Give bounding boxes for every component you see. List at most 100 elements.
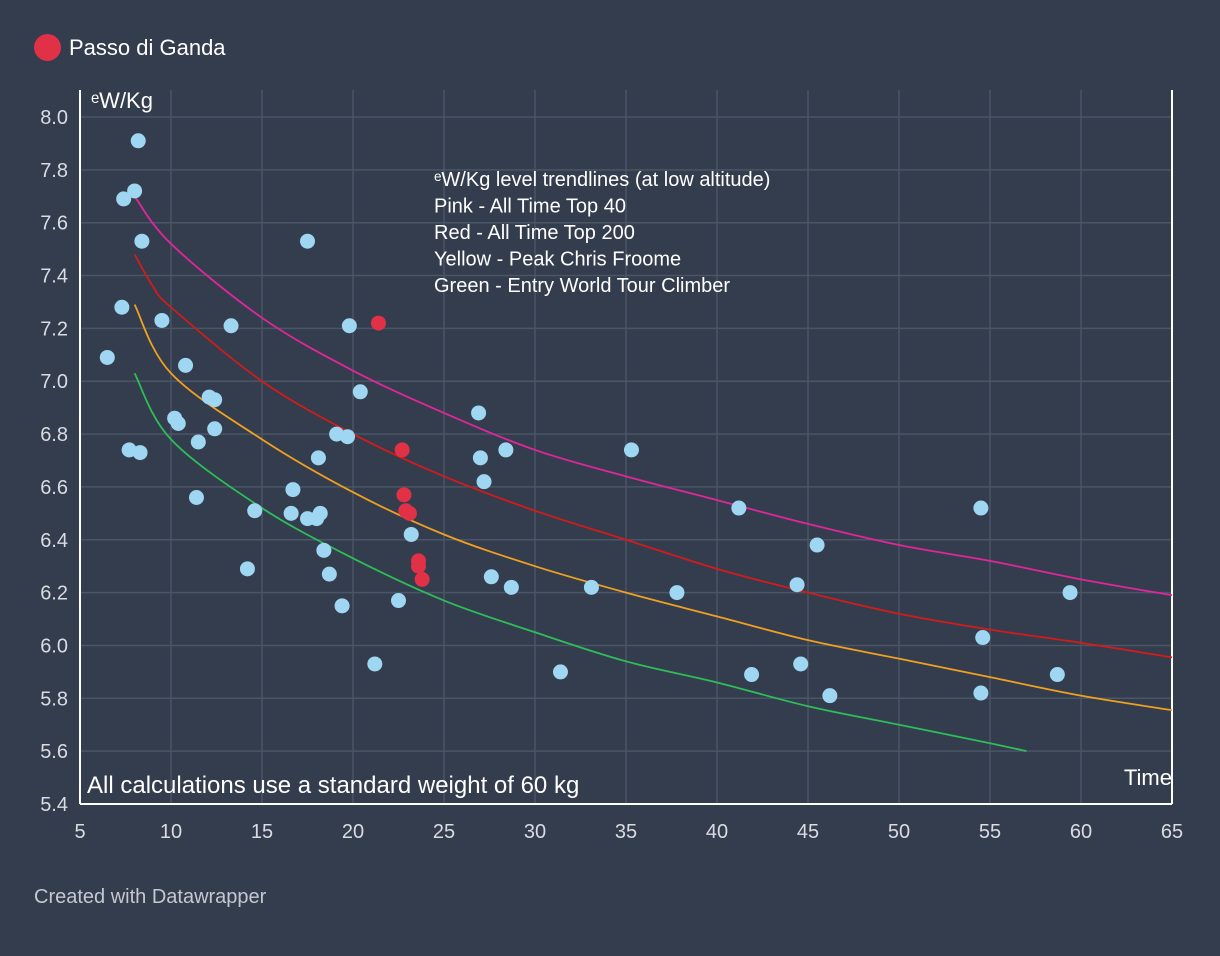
climb-point: [341, 318, 357, 334]
climb-point: [285, 482, 301, 498]
trendline: [133, 253, 1173, 659]
x-tick-label: 45: [797, 821, 819, 843]
climb-point: [731, 500, 747, 516]
climb-point: [130, 133, 146, 149]
climb-point: [669, 585, 685, 601]
climb-point: [207, 421, 223, 437]
y-tick-label: 6.2: [40, 583, 68, 605]
y-tick-label: 7.6: [40, 213, 68, 235]
data-points: [99, 133, 1078, 704]
climb-point: [973, 685, 989, 701]
grid: [79, 90, 1173, 805]
x-tick-label: 35: [615, 821, 637, 843]
x-tick-label: 30: [524, 821, 546, 843]
trendlines: [133, 195, 1173, 753]
climb-point: [239, 561, 255, 577]
climb-point: [476, 474, 492, 490]
trendline: [133, 195, 1173, 597]
weight-note: All calculations use a standard weight o…: [87, 772, 579, 799]
climb-point: [744, 667, 760, 683]
climb-point: [498, 442, 514, 458]
climb-point: [310, 450, 326, 466]
legend-label: Passo di Ganda: [69, 34, 226, 60]
y-tick-label: 7.2: [40, 318, 68, 340]
trendline: [133, 304, 1173, 712]
climb-point: [483, 569, 499, 585]
climb-point: [154, 312, 170, 328]
climb-point: [283, 505, 299, 521]
annotation-line: Red - All Time Top 200: [434, 222, 635, 244]
climb-point: [623, 442, 639, 458]
y-tick-label: 5.4: [40, 794, 68, 816]
climb-point: [134, 233, 150, 249]
annotation-line: ᵉW/Kg level trendlines (at low altitude): [434, 169, 770, 191]
climb-point: [223, 318, 239, 334]
annotation-line: Green - Entry World Tour Climber: [434, 275, 730, 297]
footer-credit: Created with Datawrapper: [34, 886, 267, 908]
x-tick-label: 5: [74, 821, 85, 843]
y-axis-title: ᵉW/Kg: [91, 88, 153, 113]
passo-di-ganda-point: [396, 487, 412, 503]
y-tick-label: 8.0: [40, 107, 68, 129]
climb-point: [809, 537, 825, 553]
y-tick-label: 7.4: [40, 266, 68, 288]
climb-point: [340, 429, 356, 445]
y-tick-label: 6.6: [40, 477, 68, 499]
climb-point: [170, 416, 186, 432]
y-tick-label: 7.8: [40, 160, 68, 182]
passo-di-ganda-point: [394, 442, 410, 458]
climb-point: [367, 656, 383, 672]
climb-point: [300, 233, 315, 249]
climb-point: [471, 405, 487, 421]
y-tick-label: 7.0: [40, 371, 68, 393]
climb-point: [321, 566, 337, 582]
climb-point: [99, 349, 115, 365]
x-tick-label: 65: [1161, 821, 1183, 843]
passo-di-ganda-point: [411, 558, 427, 574]
trendline: [133, 372, 1027, 753]
climb-point: [789, 577, 805, 593]
climb-point: [116, 191, 132, 207]
passo-di-ganda-point: [414, 571, 430, 587]
y-tick-label: 5.8: [40, 688, 68, 710]
x-tick-label: 60: [1070, 821, 1092, 843]
passo-di-ganda-point: [401, 505, 417, 521]
climb-point: [552, 664, 568, 680]
climb-point: [188, 489, 204, 505]
climb-point: [391, 593, 406, 609]
x-tick-label: 55: [979, 821, 1001, 843]
annotation: ᵉW/Kg level trendlines (at low altitude)…: [434, 169, 770, 297]
y-tick-label: 6.8: [40, 424, 68, 446]
climb-point: [1049, 667, 1065, 683]
x-tick-label: 50: [888, 821, 910, 843]
climb-point: [334, 598, 350, 614]
x-tick-label: 25: [433, 821, 455, 843]
x-tick-label: 20: [342, 821, 364, 843]
climb-point: [190, 434, 206, 450]
climb-point: [247, 503, 263, 519]
annotation-line: Yellow - Peak Chris Froome: [434, 249, 681, 271]
climb-point: [207, 392, 223, 408]
y-tick-label: 5.6: [40, 741, 68, 763]
legend: Passo di Ganda: [34, 34, 226, 61]
climb-point: [973, 500, 989, 516]
climb-point: [822, 688, 838, 704]
annotation-line: Pink - All Time Top 40: [434, 196, 626, 218]
climb-point: [127, 183, 143, 199]
climb-point: [114, 299, 130, 315]
climb-point: [316, 542, 332, 558]
climb-point: [503, 579, 519, 595]
passo-di-ganda-point: [370, 315, 386, 331]
climb-point: [312, 505, 328, 521]
climb-point: [472, 450, 488, 466]
y-axis-ticks: 5.4 5.6 5.8 6.0 6.2 6.4 6.6 6.8 7.0 7.2 7.4 7.6 7.8 8…: [40, 107, 68, 816]
climb-point: [1062, 585, 1078, 601]
x-axis-ticks: 5 10 15 20 25 30 35 40 45 50 55 60 65: [74, 821, 1183, 843]
climb-point: [352, 384, 368, 400]
legend-dot-icon: [34, 34, 61, 61]
x-tick-label: 40: [706, 821, 728, 843]
climb-point: [583, 579, 599, 595]
climb-point: [178, 357, 194, 373]
climb-point: [403, 526, 419, 542]
